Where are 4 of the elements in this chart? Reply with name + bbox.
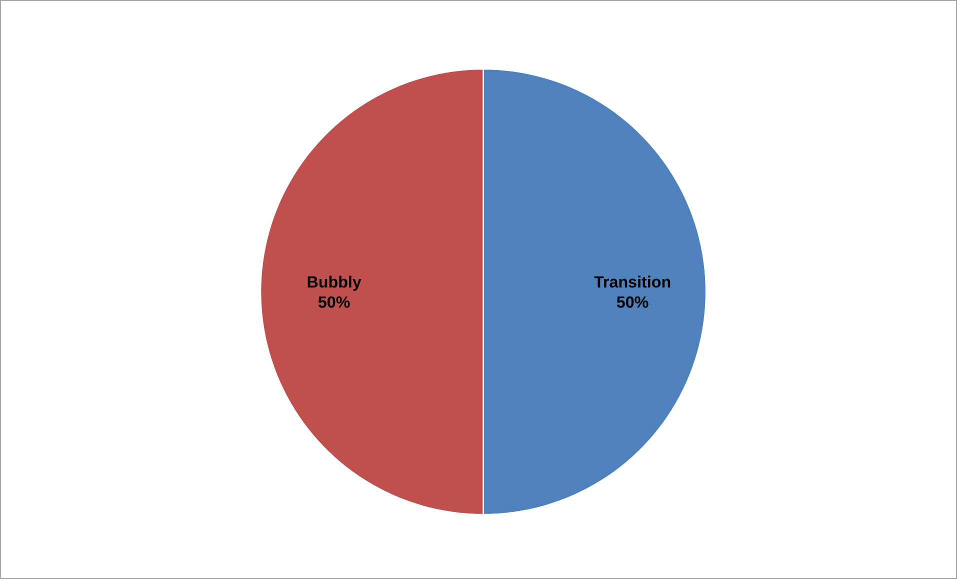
slice-label: Bubbly [308, 276, 362, 291]
data-label: 50% [318, 296, 350, 308]
data-label: 50% [616, 296, 648, 308]
slice-label: Transition [594, 276, 670, 288]
